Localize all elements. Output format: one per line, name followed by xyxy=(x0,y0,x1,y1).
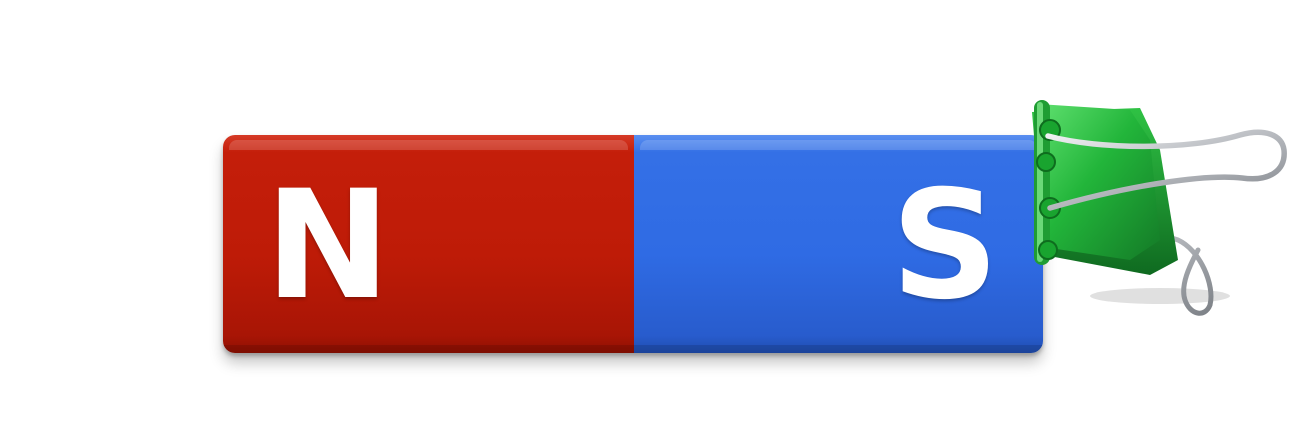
south-pole-label: S xyxy=(890,159,999,333)
north-pole: N xyxy=(223,135,634,353)
clip-tab-middle xyxy=(1036,152,1056,172)
clip-shadow xyxy=(1090,288,1230,304)
bar-magnet-icon: N S xyxy=(223,135,1043,353)
binder-clip-icon xyxy=(1032,100,1287,316)
north-pole-label: N xyxy=(265,159,391,333)
south-pole: S xyxy=(634,135,1043,353)
clip-upper-handle xyxy=(1045,129,1287,211)
